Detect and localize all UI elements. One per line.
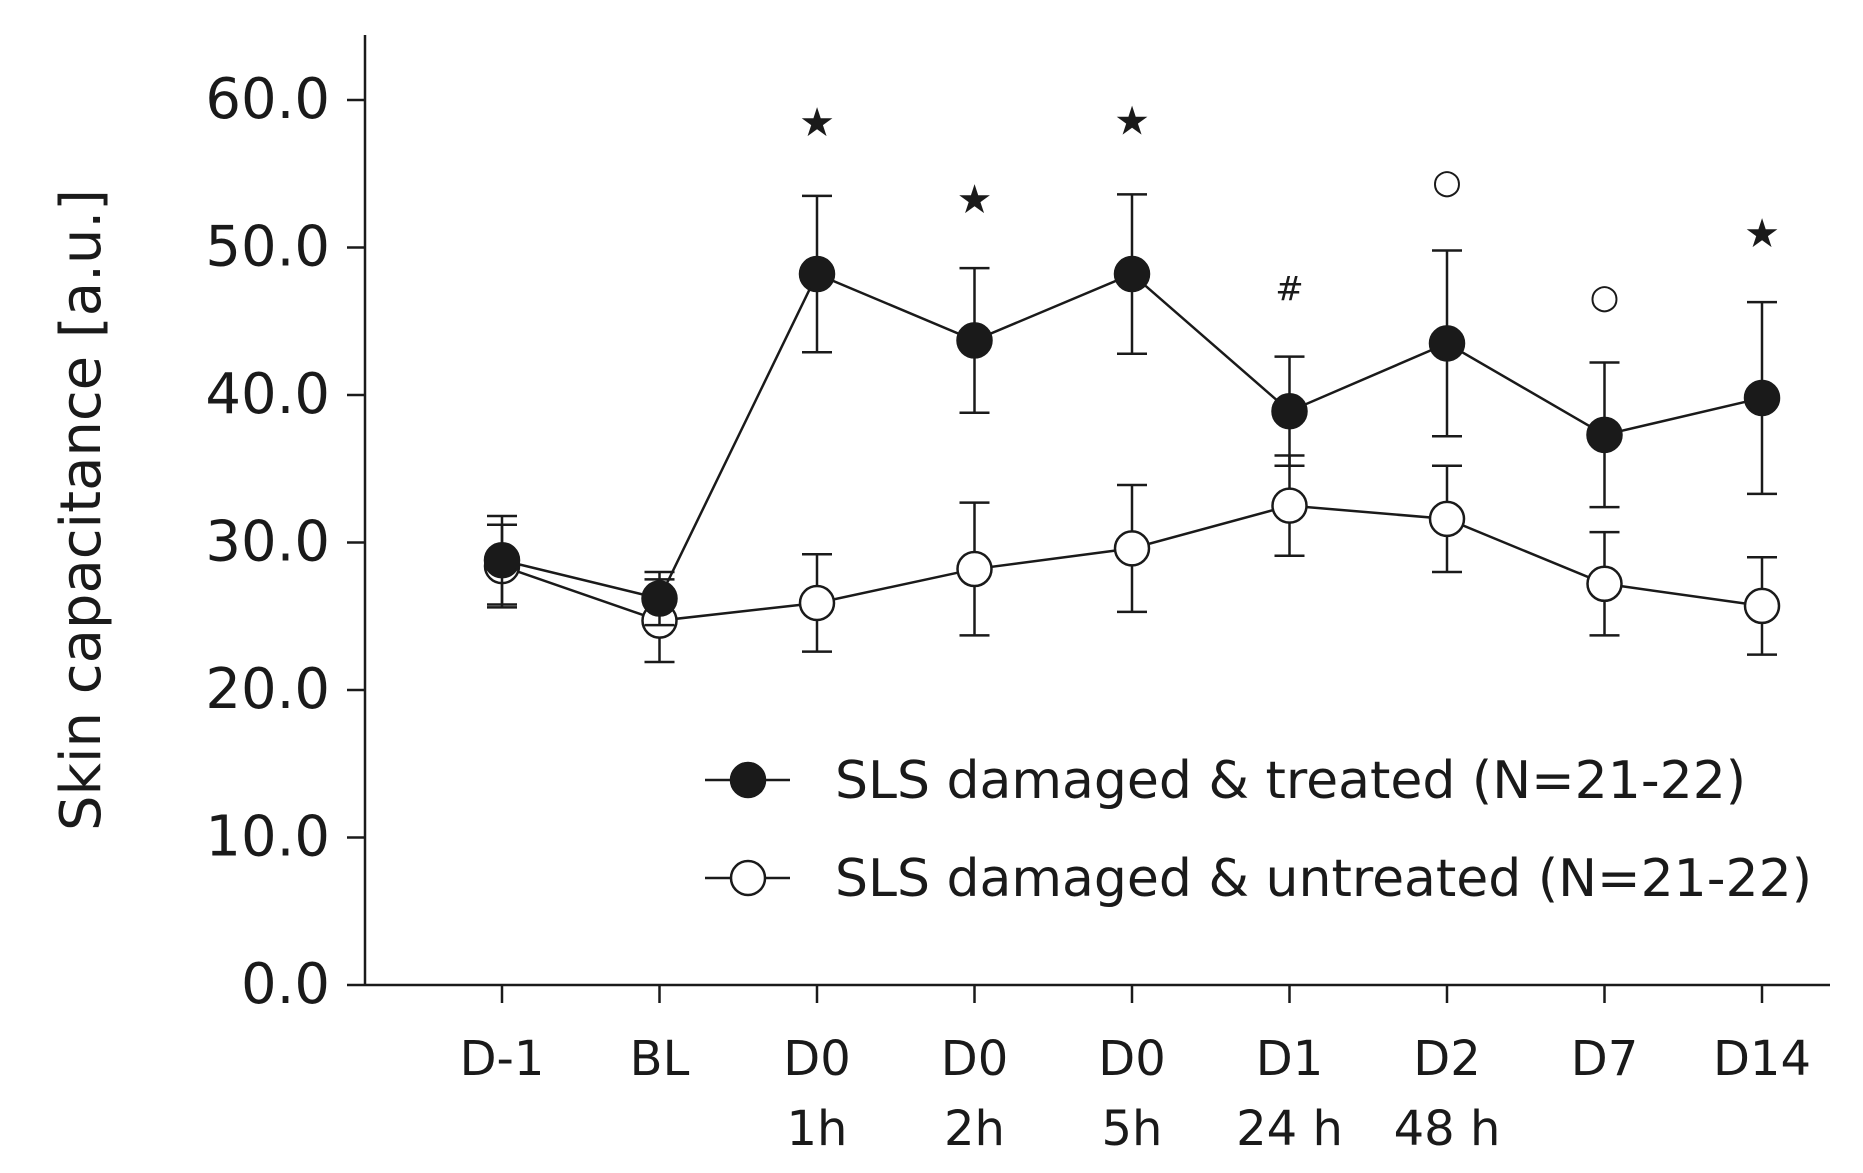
y-tick-label: 20.0 <box>205 657 330 722</box>
data-point-untreated <box>798 584 836 622</box>
x-tick-label: D-1 <box>460 1031 545 1087</box>
y-tick-label: 60.0 <box>205 67 330 132</box>
data-point-untreated <box>956 550 993 588</box>
significance-marker: # <box>1275 270 1304 310</box>
data-point-untreated <box>1428 500 1466 538</box>
significance-marker: ★ <box>1114 99 1150 145</box>
legend-marker-filled <box>729 761 767 799</box>
y-tick-label: 40.0 <box>205 362 330 427</box>
y-tick-label: 10.0 <box>205 805 330 870</box>
data-point-treated <box>1743 379 1781 417</box>
data-point-treated <box>798 255 836 293</box>
y-tick-label: 0.0 <box>241 952 330 1017</box>
legend-item-untreated: SLS damaged & untreated (N=21-22) <box>705 849 1812 909</box>
x-tick-label: D1 <box>1256 1031 1324 1087</box>
x-tick-label: D7 <box>1571 1031 1639 1087</box>
x-tick-sublabel: 1h <box>787 1101 848 1157</box>
significance-marker: ★ <box>1744 211 1780 257</box>
data-point-treated <box>641 580 678 617</box>
significance-marker: ★ <box>799 100 835 146</box>
y-tick-label: 50.0 <box>205 215 330 280</box>
data-point-untreated <box>1743 587 1781 625</box>
y-axis-title: Skin capacitance [a.u.] <box>49 189 114 831</box>
x-tick-label: D0 <box>941 1031 1009 1087</box>
y-tick-label: 30.0 <box>205 510 330 575</box>
data-point-treated <box>1271 392 1308 430</box>
x-tick-label: D0 <box>783 1031 851 1087</box>
x-tick-sublabel: 5h <box>1102 1101 1163 1157</box>
legend-item-treated: SLS damaged & treated (N=21-22) <box>705 751 1746 811</box>
data-point-untreated <box>1271 487 1308 524</box>
data-point-untreated <box>1113 530 1151 567</box>
axes: 0.0 10.0 20.0 30.0 40.0 50.0 60.0 Skin capacita… <box>49 35 1830 1157</box>
data-point-treated <box>1113 255 1151 293</box>
data-point-treated <box>956 322 993 359</box>
x-tick-sublabel: 24 h <box>1236 1101 1343 1157</box>
x-tick-label: D0 <box>1098 1031 1166 1087</box>
significance-marker: ○ <box>1432 162 1462 202</box>
x-tick-sublabel: 2h <box>944 1101 1005 1157</box>
series-treated <box>483 193 1781 627</box>
x-tick-label: D2 <box>1413 1031 1481 1087</box>
series-layer <box>483 193 1781 664</box>
data-point-treated <box>1428 325 1466 362</box>
x-tick-label: D14 <box>1713 1031 1811 1087</box>
legend: SLS damaged & treated (N=21-22) SLS damag… <box>705 751 1812 909</box>
legend-marker-open <box>729 859 767 897</box>
legend-label: SLS damaged & untreated (N=21-22) <box>835 849 1812 909</box>
x-tick-label: BL <box>630 1031 690 1087</box>
significance-annotations: ★ ★ ★ # ○ ○ ★ <box>799 99 1780 317</box>
data-point-treated <box>483 541 521 579</box>
significance-marker: ○ <box>1590 277 1620 317</box>
data-point-untreated <box>1586 565 1623 603</box>
legend-label: SLS damaged & treated (N=21-22) <box>835 751 1746 811</box>
x-tick-sublabel: 48 h <box>1394 1101 1501 1157</box>
data-point-treated <box>1586 416 1623 454</box>
significance-marker: ★ <box>957 177 993 223</box>
